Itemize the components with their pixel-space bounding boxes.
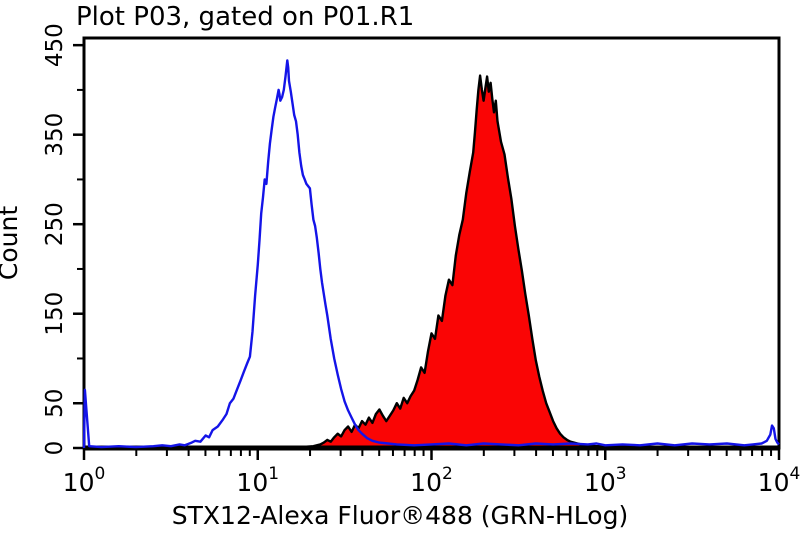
- y-axis-label: Count: [0, 206, 23, 280]
- y-tick-label: 0: [42, 441, 68, 456]
- y-tick-label: 250: [42, 202, 68, 246]
- y-tick-label: 150: [42, 292, 68, 336]
- x-tick-label: 101: [236, 464, 279, 497]
- y-tick-label: 50: [42, 389, 68, 418]
- y-tick-label: 350: [42, 113, 68, 157]
- x-tick-label: 102: [410, 464, 453, 497]
- y-tick-label: 450: [42, 23, 68, 67]
- stx12-filled-curve: [82, 74, 781, 450]
- plot-title: Plot P03, gated on P01.R1: [76, 2, 415, 32]
- x-tick-label: 103: [584, 464, 627, 497]
- control-open-curve: [82, 59, 780, 449]
- x-tick-label: 104: [758, 464, 800, 497]
- x-axis-label: STX12-Alexa Fluor®488 (GRN-HLog): [172, 501, 628, 530]
- plot-generated: 0 50 150 250 350 450 100 101 102 103 104: [42, 23, 800, 497]
- x-tick-label: 100: [63, 464, 106, 497]
